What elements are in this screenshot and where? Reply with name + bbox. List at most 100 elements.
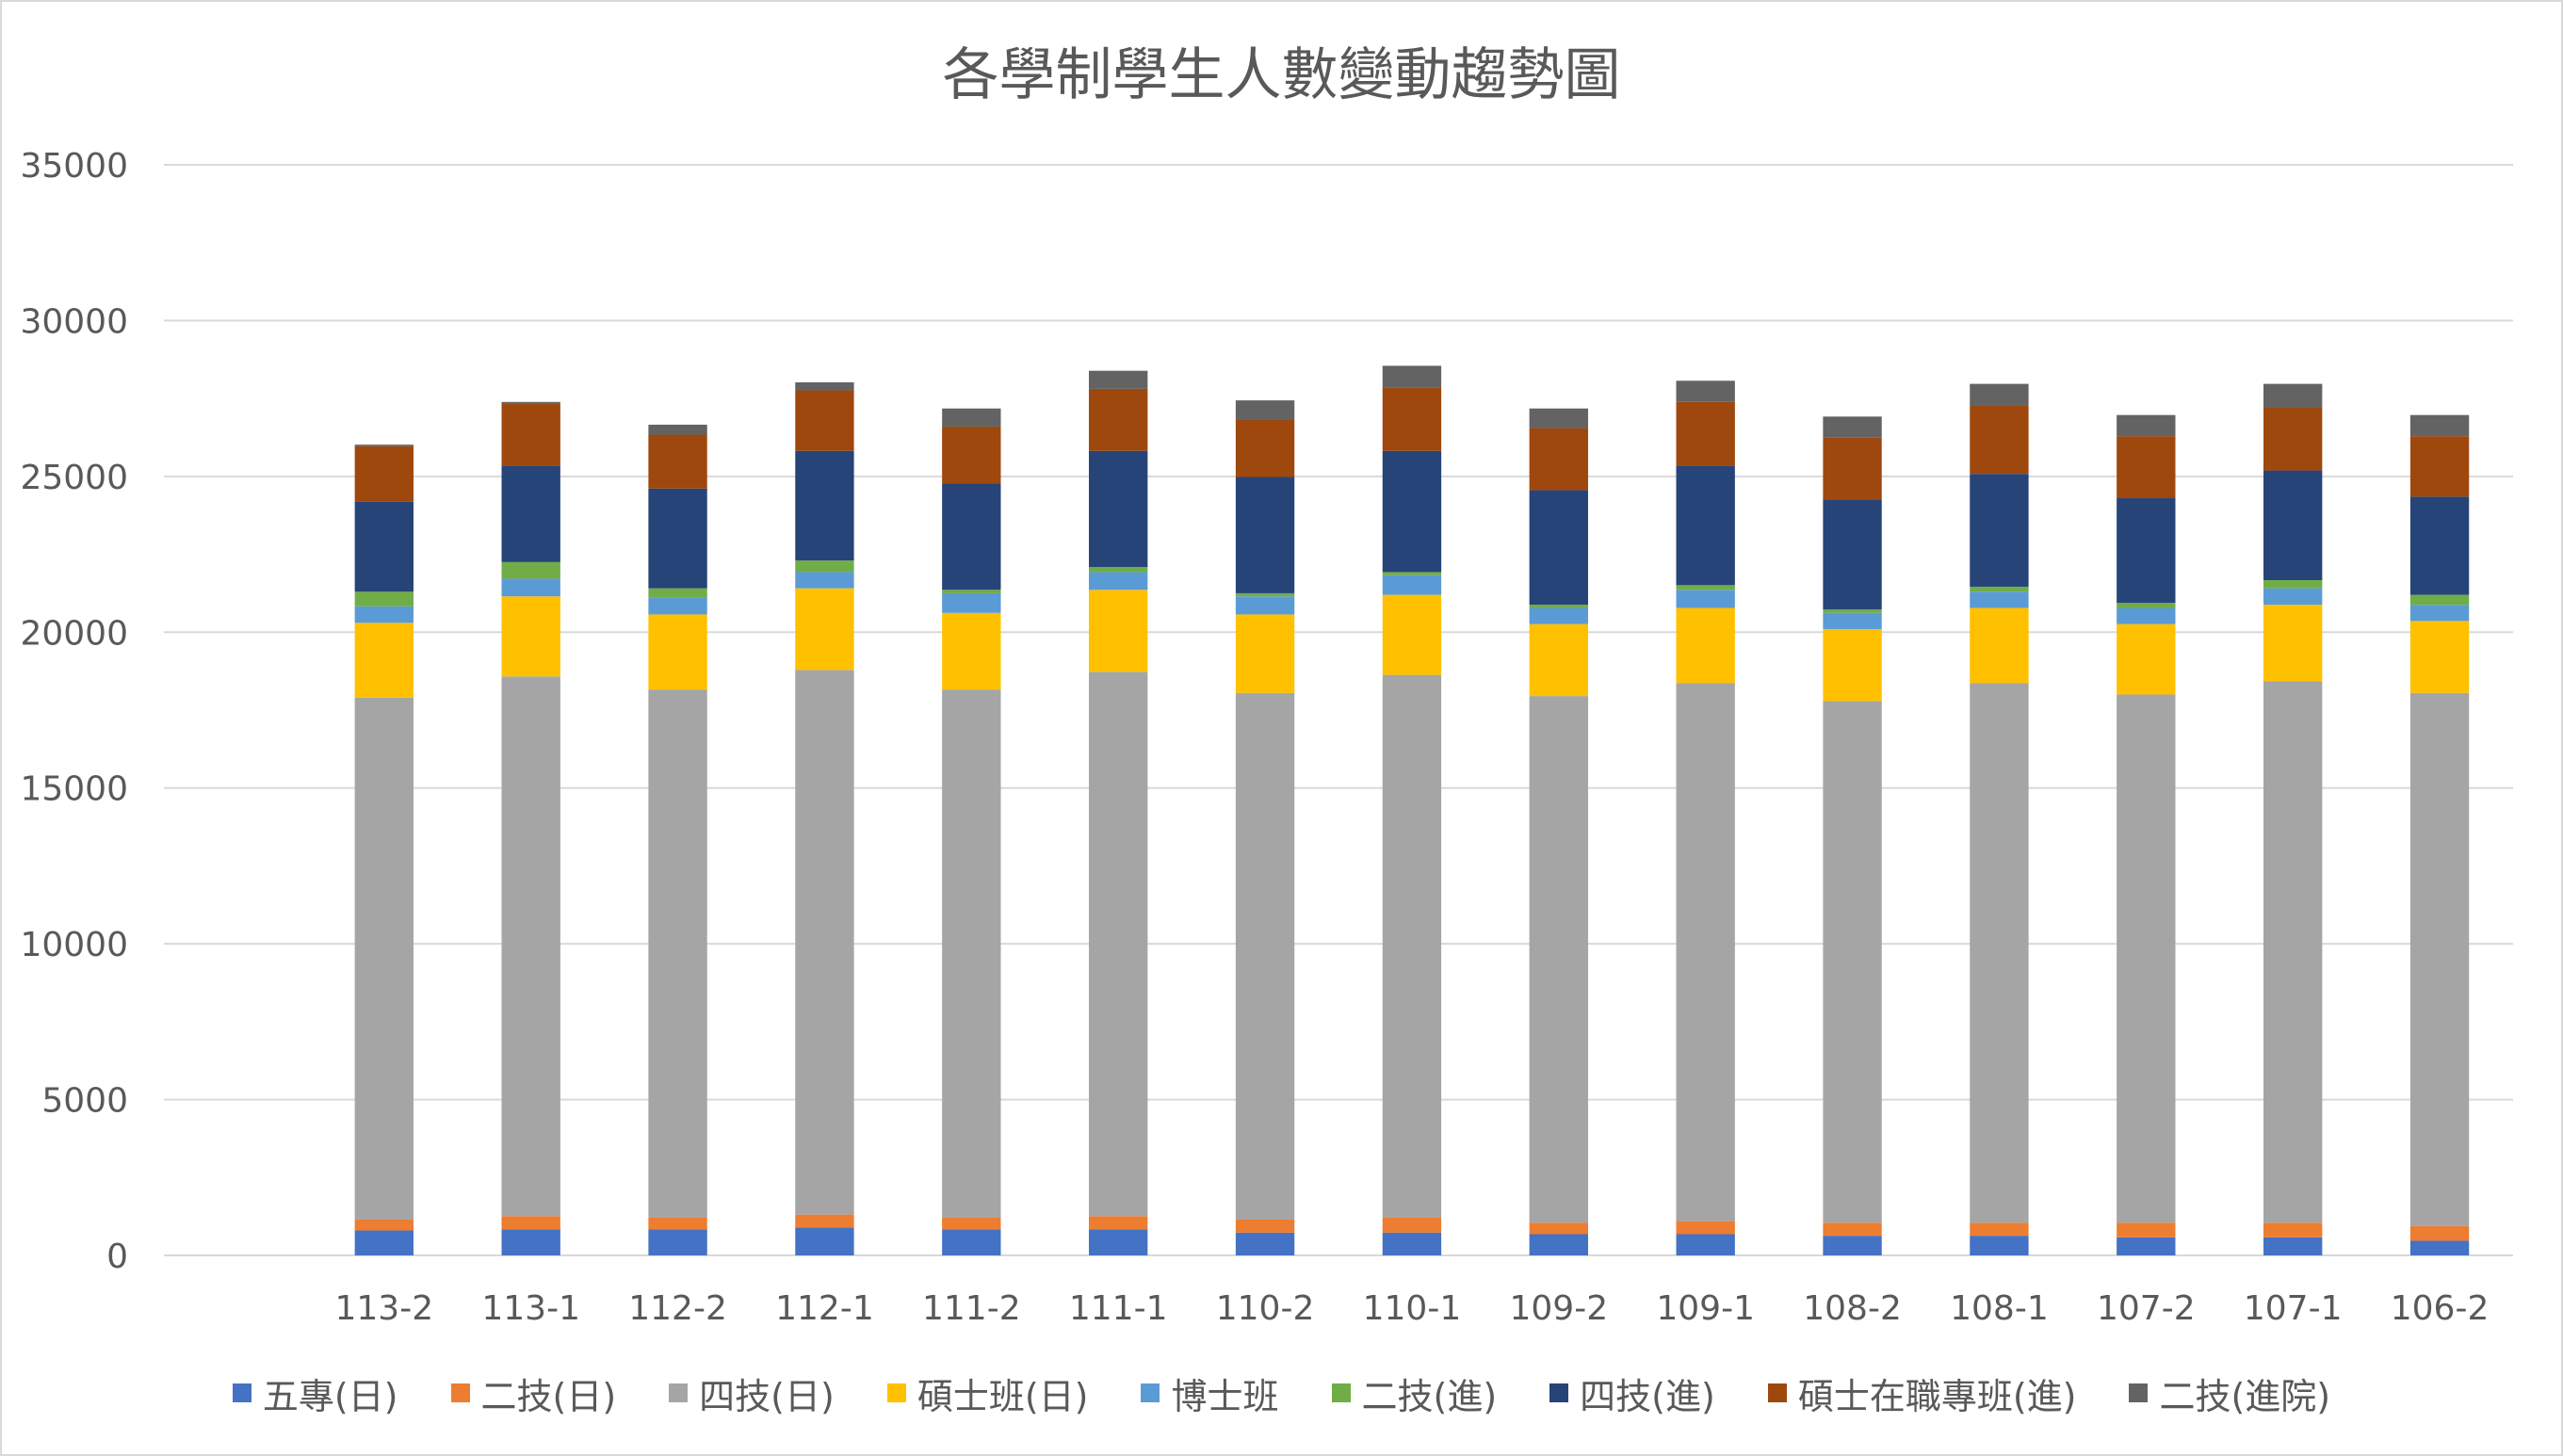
bar-segment-series-2-cat-3 bbox=[648, 689, 707, 1218]
bar-segment-series-3-cat-8 bbox=[1382, 594, 1442, 675]
bar-segment-series-1-cat-10 bbox=[1676, 1221, 1735, 1235]
bar-segment-series-1-cat-13 bbox=[2117, 1222, 2176, 1238]
bar-segment-series-4-cat-11 bbox=[1823, 612, 1882, 629]
bar-segment-series-8-cat-12 bbox=[1970, 383, 2029, 406]
bar-segment-series-1-cat-1 bbox=[354, 1219, 414, 1231]
bar-segment-series-6-cat-3 bbox=[648, 488, 707, 589]
bar-segment-series-5-cat-2 bbox=[501, 561, 560, 579]
bar-segment-series-1-cat-15 bbox=[2409, 1225, 2470, 1241]
legend-item: 二技(進) bbox=[1331, 1367, 1498, 1419]
legend-label: 二技(進) bbox=[1361, 1375, 1498, 1417]
bar-segment-series-5-cat-13 bbox=[2117, 603, 2176, 608]
bar-segment-series-3-cat-15 bbox=[2409, 621, 2470, 693]
x-tick-label: 113-2 bbox=[335, 1289, 434, 1328]
bar-segment-series-8-cat-15 bbox=[2409, 414, 2470, 437]
bar-segment-series-5-cat-9 bbox=[1529, 605, 1588, 608]
bar-segment-series-5-cat-14 bbox=[2263, 580, 2323, 589]
bar-segment-series-1-cat-8 bbox=[1382, 1217, 1442, 1233]
legend-item: 碩士在職專班(進) bbox=[1767, 1367, 2076, 1419]
legend-item: 四技(日) bbox=[669, 1367, 835, 1419]
bar-segment-series-2-cat-4 bbox=[795, 670, 854, 1215]
bar-segment-series-7-cat-8 bbox=[1382, 387, 1442, 451]
x-tick-label: 107-2 bbox=[2097, 1289, 2196, 1328]
bar-segment-series-7-cat-4 bbox=[795, 390, 854, 451]
legend-swatch bbox=[2129, 1383, 2149, 1402]
bar-segment-series-4-cat-7 bbox=[1235, 596, 1295, 615]
legend-item: 碩士班(日) bbox=[886, 1367, 1088, 1419]
bar-segment-series-4-cat-6 bbox=[1089, 572, 1148, 590]
bar-segment-series-6-cat-2 bbox=[501, 465, 560, 562]
bar-segment-series-2-cat-6 bbox=[1089, 671, 1148, 1217]
bar-segment-series-1-cat-4 bbox=[795, 1214, 854, 1228]
bar-segment-series-0-cat-3 bbox=[648, 1229, 707, 1255]
bar-segment-series-7-cat-2 bbox=[501, 403, 560, 466]
bar-segment-series-7-cat-10 bbox=[1676, 401, 1735, 466]
legend-label: 五專(日) bbox=[262, 1375, 398, 1417]
bar-segment-series-1-cat-12 bbox=[1970, 1222, 2029, 1237]
chart-legend: 五專(日) 二技(日) 四技(日) 碩士班(日) 博士班 二技(進) 四技(進) 碩士在職專班… bbox=[2, 1367, 2561, 1419]
legend-item: 二技(進院) bbox=[2129, 1367, 2330, 1419]
bar-segment-series-7-cat-13 bbox=[2117, 436, 2176, 499]
bar-segment-series-7-cat-5 bbox=[942, 426, 1001, 484]
bar-segment-series-7-cat-7 bbox=[1235, 419, 1295, 477]
bar-segment-series-6-cat-7 bbox=[1235, 477, 1295, 593]
bar-segment-series-6-cat-13 bbox=[2117, 498, 2176, 604]
y-tick-label: 15000 bbox=[20, 770, 128, 809]
legend-swatch bbox=[886, 1383, 906, 1402]
bar-segment-series-8-cat-3 bbox=[648, 424, 707, 435]
bar-segment-series-8-cat-11 bbox=[1823, 416, 1882, 438]
x-tick-label: 109-2 bbox=[1510, 1289, 1609, 1328]
bar-segment-series-2-cat-9 bbox=[1529, 696, 1588, 1223]
bar-segment-series-3-cat-12 bbox=[1970, 607, 2029, 684]
x-tick-label: 108-1 bbox=[1950, 1289, 2049, 1328]
bar-segment-series-6-cat-1 bbox=[354, 501, 414, 592]
y-tick-label: 0 bbox=[106, 1238, 128, 1276]
bar-segment-series-6-cat-11 bbox=[1823, 500, 1882, 610]
x-tick-label: 111-1 bbox=[1069, 1289, 1168, 1328]
bar-segment-series-0-cat-2 bbox=[501, 1229, 560, 1255]
bar-segment-series-3-cat-9 bbox=[1529, 623, 1588, 697]
bar-segment-series-2-cat-10 bbox=[1676, 683, 1735, 1221]
x-tick-label: 112-1 bbox=[775, 1289, 874, 1328]
bar-segment-series-6-cat-9 bbox=[1529, 490, 1588, 606]
bar-segment-series-7-cat-6 bbox=[1089, 388, 1148, 451]
bar-segment-series-5-cat-8 bbox=[1382, 572, 1442, 575]
y-tick-label: 5000 bbox=[41, 1082, 128, 1121]
bar-segment-series-0-cat-6 bbox=[1089, 1229, 1148, 1255]
x-tick-label: 111-2 bbox=[922, 1289, 1021, 1328]
bar-segment-series-8-cat-10 bbox=[1676, 380, 1735, 402]
bar-segment-series-1-cat-7 bbox=[1235, 1219, 1295, 1233]
bar-segment-series-8-cat-13 bbox=[2117, 414, 2176, 437]
bar-segment-series-3-cat-2 bbox=[501, 596, 560, 677]
bar-segment-series-4-cat-4 bbox=[795, 572, 854, 589]
bar-segment-series-2-cat-12 bbox=[1970, 683, 2029, 1223]
bar-segment-series-0-cat-14 bbox=[2263, 1237, 2323, 1255]
bar-segment-series-7-cat-14 bbox=[2263, 407, 2323, 471]
y-tick-label: 10000 bbox=[20, 926, 128, 964]
y-tick-label: 25000 bbox=[20, 459, 128, 497]
bar-segment-series-1-cat-6 bbox=[1089, 1216, 1148, 1230]
bar-segment-series-8-cat-8 bbox=[1382, 365, 1442, 388]
bar-segment-series-7-cat-15 bbox=[2409, 436, 2470, 497]
bar-segment-series-6-cat-15 bbox=[2409, 496, 2470, 595]
bar-segment-series-0-cat-7 bbox=[1235, 1232, 1295, 1255]
bar-segment-series-3-cat-13 bbox=[2117, 623, 2176, 695]
bar-segment-series-2-cat-8 bbox=[1382, 674, 1442, 1218]
bar-segment-series-6-cat-8 bbox=[1382, 450, 1442, 573]
bar-segment-series-4-cat-10 bbox=[1676, 590, 1735, 608]
bar-segment-series-7-cat-1 bbox=[354, 445, 414, 502]
bar-segment-series-5-cat-10 bbox=[1676, 585, 1735, 590]
bar-segment-series-0-cat-9 bbox=[1529, 1234, 1588, 1255]
legend-swatch bbox=[1549, 1383, 1569, 1402]
bar-segment-series-5-cat-6 bbox=[1089, 567, 1148, 573]
bar-segment-series-3-cat-7 bbox=[1235, 614, 1295, 693]
bar-segment-series-5-cat-12 bbox=[1970, 586, 2029, 592]
bar-segment-series-6-cat-4 bbox=[795, 450, 854, 561]
bar-segment-series-2-cat-11 bbox=[1823, 701, 1882, 1223]
legend-item: 四技(進) bbox=[1549, 1367, 1715, 1419]
legend-swatch bbox=[1141, 1383, 1160, 1402]
bar-segment-series-6-cat-10 bbox=[1676, 465, 1735, 586]
bar-segment-series-2-cat-15 bbox=[2409, 692, 2470, 1226]
bar-segment-series-4-cat-14 bbox=[2263, 588, 2323, 606]
